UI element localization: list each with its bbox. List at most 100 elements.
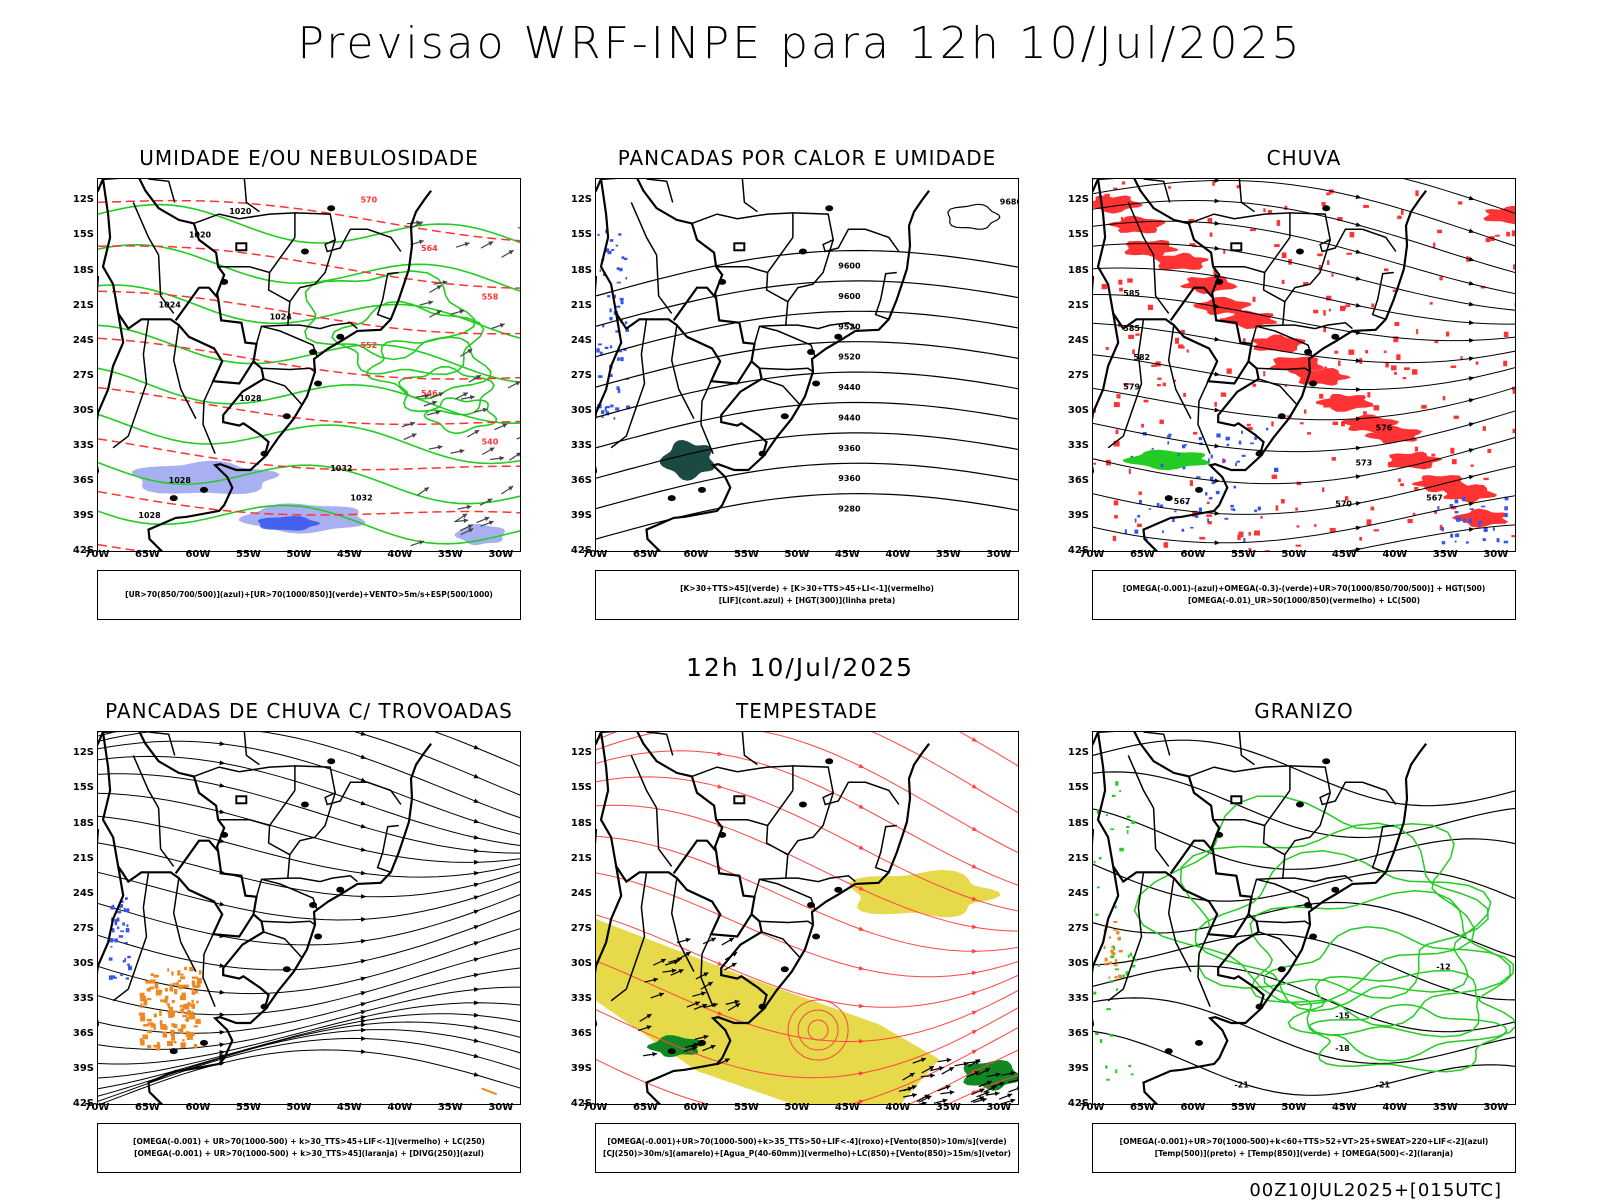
- xtick-label: 30W: [488, 1102, 514, 1113]
- rain-green-area: [1123, 449, 1211, 471]
- rain-red-speck: [1113, 187, 1118, 190]
- streamline: [1093, 220, 1515, 295]
- lake-marker: [733, 242, 746, 252]
- rain-red-speck: [1168, 186, 1171, 189]
- lake-marker: [1322, 758, 1331, 765]
- wind-vector-head: [488, 520, 494, 526]
- rain-blue-speck: [1145, 538, 1148, 541]
- pressure-label: 1020: [189, 230, 212, 239]
- wind-vector-head: [411, 433, 417, 438]
- wind-vector-head: [734, 999, 740, 1005]
- thunder-orange-speck: [146, 1018, 152, 1022]
- rain-red-speck: [1359, 536, 1363, 541]
- rain-red-speck: [1511, 535, 1515, 538]
- convergence-blue-speck: [120, 904, 124, 908]
- streamline-arrow: [1355, 474, 1362, 479]
- rain-red-speck: [1236, 184, 1241, 189]
- streamline: [596, 732, 1018, 814]
- hgt500-label: 585: [1123, 324, 1140, 333]
- streamline: [1093, 243, 1515, 311]
- ytick-label: 18S: [72, 817, 94, 829]
- xtick-label: 50W: [784, 549, 810, 560]
- lake-marker: [798, 248, 807, 255]
- country-border: [1096, 732, 1250, 938]
- temp850-speck: [1114, 905, 1117, 909]
- isoline: [98, 438, 520, 471]
- xtick-label: 70W: [582, 1102, 608, 1113]
- isoline: [98, 413, 520, 465]
- rain-red-speck: [1416, 329, 1419, 335]
- thunder-orange-speck: [193, 985, 199, 989]
- rain-blue-speck: [1503, 540, 1509, 544]
- rain-red-speck: [1189, 480, 1193, 487]
- lif-contour-speck: [597, 233, 600, 237]
- thunder-orange-speck: [140, 1016, 146, 1022]
- thunder-orange-speck: [140, 995, 147, 1002]
- country-border: [98, 732, 105, 746]
- country-border: [1096, 179, 1250, 385]
- state-border: [670, 324, 695, 419]
- rain-blue-speck: [1459, 517, 1462, 519]
- streamline-arrow: [219, 1042, 226, 1048]
- convergence-blue-speck: [124, 942, 128, 944]
- wind-vector: [519, 396, 520, 397]
- hgt300-label: 9280: [838, 505, 861, 514]
- rain-blue-speck: [1462, 518, 1466, 522]
- state-border: [761, 378, 801, 406]
- streamline-arrow: [473, 941, 480, 946]
- lif-contour-speck: [613, 294, 616, 299]
- rain-red-speck: [1307, 432, 1312, 435]
- rain-blue-speck: [1134, 529, 1139, 534]
- rain-blue-speck: [1274, 467, 1279, 472]
- wind-vector-head: [437, 444, 443, 450]
- legend-line: [OMEGA(-0.001) + UR>70(1000-500) + k>30_…: [133, 1137, 485, 1146]
- thunder-orange-speck: [179, 995, 186, 1001]
- wind-vector-head: [911, 1085, 917, 1090]
- streamline-arrow: [360, 1019, 367, 1024]
- rain-red-speck: [1327, 260, 1330, 265]
- streamline-arrow: [971, 784, 978, 789]
- lake-marker: [780, 413, 789, 420]
- wind-vector-head: [428, 300, 434, 306]
- wind-vector-head: [673, 959, 679, 965]
- temp850-speck: [1095, 1032, 1099, 1035]
- streamline: [98, 986, 520, 1050]
- thunder-orange-speck: [150, 1022, 154, 1028]
- streamline-arrow: [360, 959, 367, 964]
- temp850-speck: [1114, 968, 1119, 971]
- rain-blue-speck: [1455, 533, 1460, 538]
- streamline: [1093, 294, 1515, 342]
- rain-red-speck: [1179, 346, 1185, 349]
- hgt500-label: 576: [1376, 423, 1393, 432]
- wind-vector-head: [984, 1091, 990, 1096]
- streamline-arrow: [219, 1050, 226, 1055]
- ytick-label: 39S: [72, 509, 94, 521]
- state-border: [610, 319, 648, 449]
- temp850-speck: [1127, 954, 1130, 958]
- rain-red-speck: [1384, 268, 1389, 272]
- ytick-label: 30S: [72, 957, 94, 969]
- thunder-orange-speck: [147, 1022, 153, 1026]
- ytick-label: 42S: [570, 545, 592, 556]
- ytick-label: 27S: [72, 369, 94, 381]
- state-border: [1282, 322, 1353, 330]
- thunder-orange-speck: [194, 990, 198, 994]
- lif-contour-speck: [609, 316, 613, 321]
- rain-red-speck: [1295, 507, 1298, 511]
- wind-vector-head: [724, 1058, 730, 1063]
- rain-red-speck: [1193, 431, 1198, 435]
- hgt500-label: 579: [1123, 382, 1140, 391]
- wind-vector-head: [419, 540, 425, 545]
- streamline-arrow: [219, 741, 226, 746]
- state-border: [1167, 877, 1192, 972]
- hgt300-label: 9440: [838, 383, 861, 392]
- streamline: [98, 792, 520, 863]
- pancadas-calor-legend: [K>30+TTS>45](verde) + [K>30+TTS>45+LI<-…: [595, 570, 1019, 620]
- xtick-label: 70W: [84, 1102, 110, 1113]
- wind-vector-head: [468, 528, 474, 533]
- wind-vector-head: [1010, 1098, 1016, 1104]
- rain-red-speck: [1475, 361, 1479, 365]
- thunder-orange-speck: [188, 1032, 195, 1036]
- state-border: [753, 789, 794, 898]
- streamline-arrow: [717, 784, 724, 789]
